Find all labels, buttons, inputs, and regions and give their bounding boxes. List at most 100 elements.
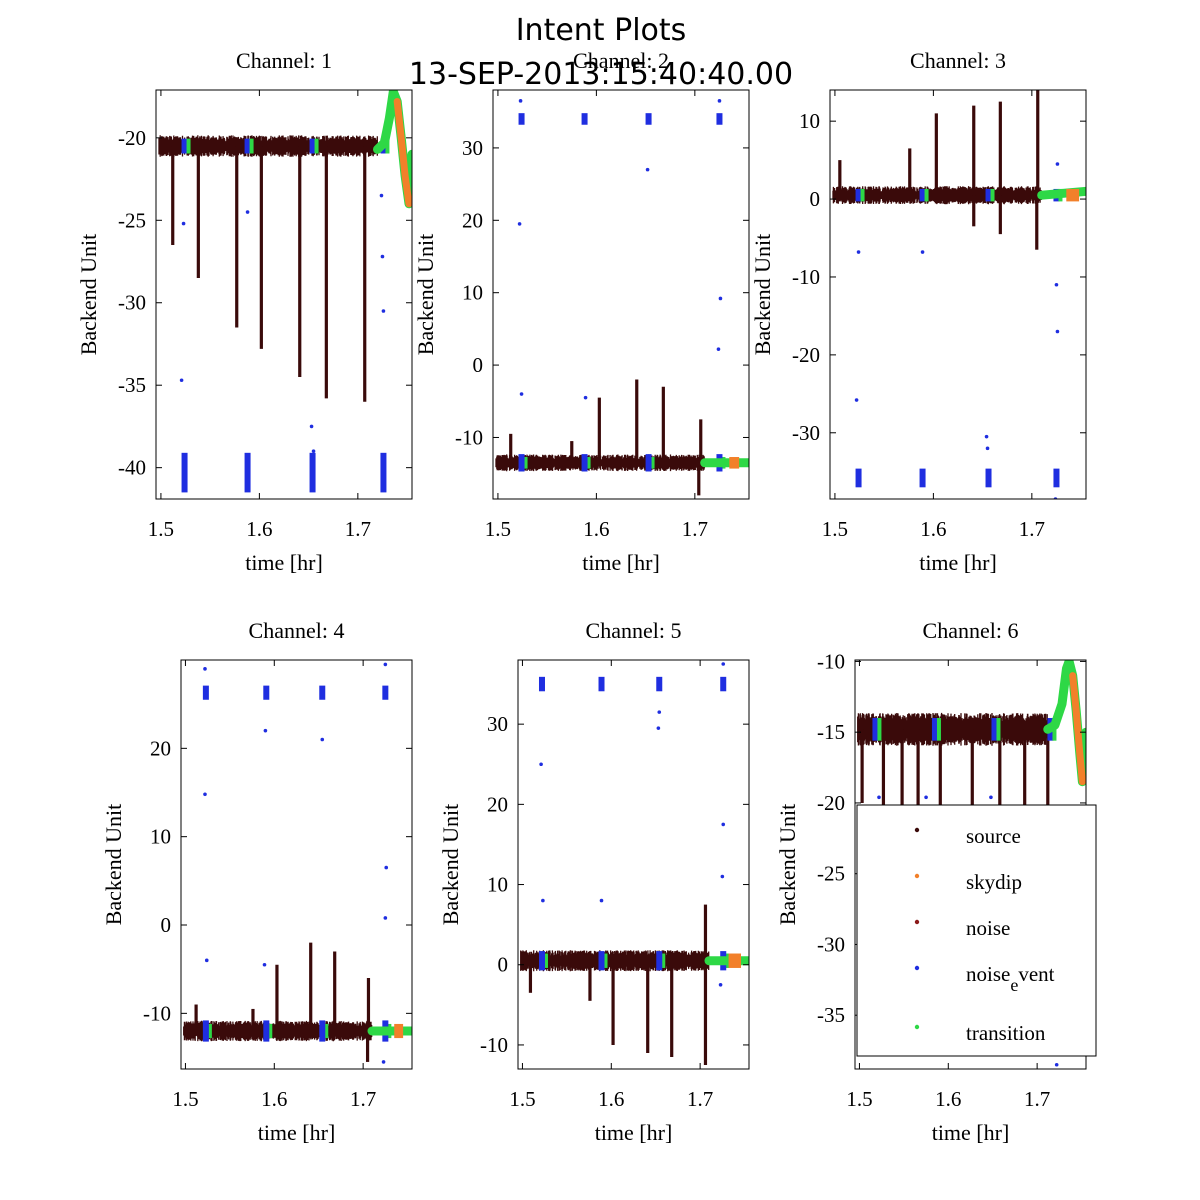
noise-event-cluster-high xyxy=(382,685,389,700)
transition-cluster xyxy=(924,188,929,202)
legend-box xyxy=(856,804,1097,1057)
noise-event-point xyxy=(1054,1062,1059,1067)
skydip-series xyxy=(393,98,412,208)
x-tick-label: 1.6 xyxy=(246,517,272,541)
x-tick-label: 1.7 xyxy=(687,1087,713,1111)
noise-event-point xyxy=(311,449,316,453)
y-axis-label: Backend Unit xyxy=(438,804,463,926)
x-tick-label: 1.5 xyxy=(485,517,511,541)
axes-frame xyxy=(492,89,750,500)
noise-event-point xyxy=(204,958,209,963)
channel-6-plot: 1.5 1.6 1.7 -10 -15 -20 -25 -30 -35 Channel: 6 tim… xyxy=(775,618,1087,1145)
y-axis-label: Backend Unit xyxy=(775,804,800,926)
transition-cluster xyxy=(249,138,254,154)
noise-event-point xyxy=(924,795,928,800)
noise-event-cluster-low xyxy=(919,468,926,488)
noise-event-point xyxy=(380,254,385,259)
x-tick-label: 1.6 xyxy=(920,517,946,541)
noise-event-cluster-low xyxy=(263,1020,270,1042)
source-series xyxy=(520,950,710,972)
y-axis-label: Backend Unit xyxy=(750,234,775,356)
x-tick-label: 1.6 xyxy=(583,517,609,541)
noise-event-point xyxy=(984,434,989,439)
noise-event-point xyxy=(539,762,543,767)
noise-event-point xyxy=(517,222,522,226)
noise-event-point xyxy=(381,309,386,313)
noise-event-point xyxy=(720,874,725,879)
y-tick-label: 30 xyxy=(487,712,508,736)
channel-2-plot: 1.5 1.6 1.7 30 20 10 0 -10 Channel: 2 time [hr] Ba… xyxy=(413,48,750,575)
noise-event-point xyxy=(383,662,388,667)
noise-event-point xyxy=(1055,162,1060,166)
noise-event-cluster-low xyxy=(380,452,387,493)
y-tick-label: 0 xyxy=(473,353,484,377)
noise-event-point xyxy=(583,395,588,400)
noise-event-cluster-high xyxy=(645,113,652,125)
channel-5-plot: 1.5 1.6 1.7 30 20 10 0 -10 Channel: 5 time [hr] Ba… xyxy=(438,618,750,1145)
axes-frame xyxy=(180,659,413,1070)
panel-title: Channel: 4 xyxy=(249,618,345,643)
x-tick-label: 1.5 xyxy=(509,1087,535,1111)
y-tick-label: -15 xyxy=(817,720,845,744)
y-tick-label: -25 xyxy=(118,208,146,232)
legend-label: noiseevent xyxy=(966,962,1055,995)
y-tick-label: 10 xyxy=(487,873,508,897)
legend-item-source: source xyxy=(914,824,1021,848)
x-axis-label: time [hr] xyxy=(919,550,997,575)
noise-event-point xyxy=(379,193,384,198)
noise-event-point xyxy=(989,795,993,800)
y-tick-label: -20 xyxy=(817,791,845,815)
noise-event-cluster-high xyxy=(991,718,998,741)
transition-cluster xyxy=(586,457,591,469)
axes-frame xyxy=(155,89,413,500)
legend-item-transition: transition xyxy=(914,1021,1046,1045)
noise-event-cluster-low xyxy=(581,454,588,472)
noise-event-point xyxy=(262,962,267,967)
transition-cluster xyxy=(314,138,319,154)
y-tick-label: -10 xyxy=(792,265,820,289)
y-axis-label: Backend Unit xyxy=(413,234,438,356)
x-tick-label: 1.5 xyxy=(148,517,174,541)
data-marks xyxy=(520,662,749,1065)
x-tick-label: 1.5 xyxy=(822,517,848,541)
noise-event-point xyxy=(718,296,723,301)
legend-label: skydip xyxy=(966,870,1022,894)
y-tick-label: -10 xyxy=(455,425,483,449)
transition-cluster xyxy=(324,1023,329,1039)
y-tick-label: 20 xyxy=(462,208,483,232)
transition-series xyxy=(1037,186,1086,200)
transition-cluster xyxy=(268,1023,273,1039)
noise-event-point xyxy=(1054,282,1059,287)
y-tick-label: -20 xyxy=(792,343,820,367)
panel-title: Channel: 2 xyxy=(573,48,669,73)
legend-marker xyxy=(914,827,920,833)
x-axis-label: time [hr] xyxy=(245,550,323,575)
noise-event-cluster-high xyxy=(716,113,723,125)
y-axis-label: Backend Unit xyxy=(76,234,101,356)
noise-event-point xyxy=(203,667,207,671)
noise-event-cluster-high xyxy=(538,676,545,692)
noise-event-cluster-low xyxy=(309,452,316,493)
legend-label: source xyxy=(966,824,1021,848)
transition-cluster xyxy=(936,718,941,741)
skydip-series xyxy=(1069,672,1086,786)
transition-cluster xyxy=(603,953,608,968)
noise-event-cluster-high xyxy=(931,718,938,741)
noise-event-cluster-high xyxy=(319,685,326,700)
noise-event-cluster-high xyxy=(244,138,251,154)
y-tick-label: 20 xyxy=(150,736,171,760)
legend-label: noise xyxy=(966,916,1010,940)
noise-event-cluster-high xyxy=(309,138,316,154)
x-axis-label: time [hr] xyxy=(582,550,660,575)
noise-event-cluster-low xyxy=(656,951,663,971)
data-marks xyxy=(495,99,749,496)
noise-event-cluster-low xyxy=(319,1020,326,1042)
noise-event-cluster-low xyxy=(538,951,545,971)
noise-event-point xyxy=(309,424,314,429)
noise-event-point xyxy=(518,99,523,103)
noise-event-point xyxy=(383,916,388,920)
legend-item-noise: noise xyxy=(914,916,1010,940)
noise-event-point xyxy=(718,982,723,987)
noise-event-cluster-low xyxy=(645,454,652,472)
y-tick-label: -30 xyxy=(792,421,820,445)
